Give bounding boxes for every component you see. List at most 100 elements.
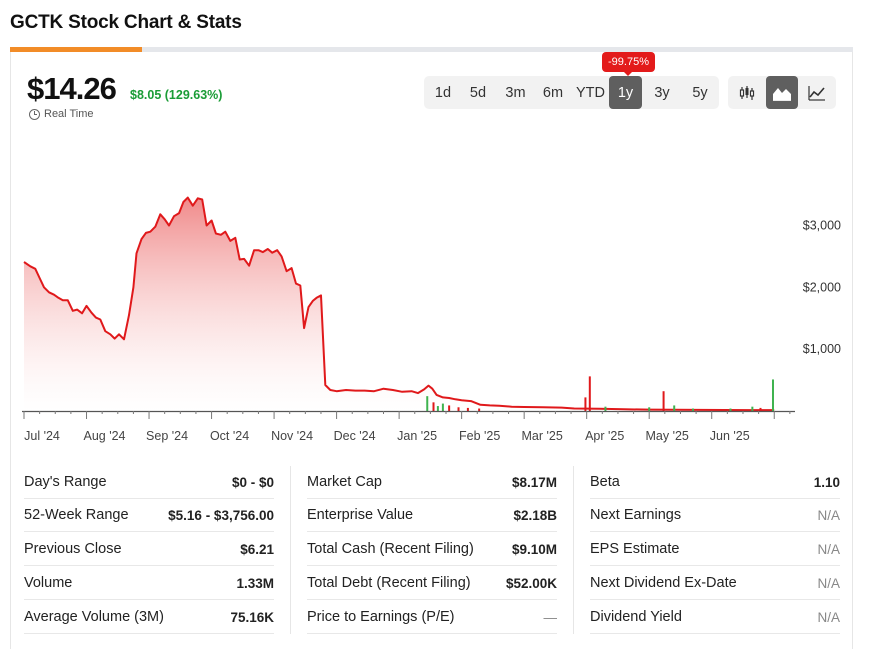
volume-bar xyxy=(691,408,694,411)
stat-label: Dividend Yield xyxy=(590,609,682,625)
stat-row: Beta 1.10 xyxy=(590,466,840,499)
y-tick-label: $3,000 xyxy=(803,218,841,232)
volume-bar xyxy=(478,408,481,411)
candlestick-chart-button[interactable] xyxy=(731,76,763,109)
current-price: $14.26 xyxy=(27,71,117,106)
range-change-badge: -99.75% xyxy=(602,52,655,76)
x-tick-label: Jan '25 xyxy=(397,429,437,443)
stat-row: 52-Week Range $5.16 - $3,756.00 xyxy=(24,499,274,532)
stat-value: $52.00K xyxy=(505,575,557,591)
x-tick-label: May '25 xyxy=(646,429,689,443)
stat-value: $2.18B xyxy=(513,507,557,523)
stat-label: Market Cap xyxy=(307,474,382,490)
stat-row: Next Earnings N/A xyxy=(590,499,840,532)
volume-bar xyxy=(751,406,754,411)
title-underline-accent xyxy=(10,47,142,52)
volume-bar xyxy=(759,407,762,411)
stat-label: Enterprise Value xyxy=(307,507,414,523)
price-chart[interactable]: Jul '24 Aug '24 Sep '24 Oct '24 Nov '24 Dec '… xyxy=(0,0,872,460)
volume-bar xyxy=(771,379,774,411)
x-tick-label: Oct '24 xyxy=(210,429,249,443)
line-chart-button[interactable] xyxy=(801,76,833,109)
stat-label: 52-Week Range xyxy=(24,507,129,523)
stat-row: Previous Close $6.21 xyxy=(24,533,274,566)
stat-row: Price to Earnings (P/E) — xyxy=(307,601,557,634)
x-tick-label: Dec '24 xyxy=(334,429,376,443)
x-tick-label: Apr '25 xyxy=(585,429,624,443)
y-tick-label: $2,000 xyxy=(803,280,841,294)
stat-value: $8.17M xyxy=(511,474,557,490)
candlestick-chart-icon xyxy=(740,85,755,100)
chart-type-selector xyxy=(728,76,836,109)
range-3m-button[interactable]: 3m xyxy=(505,84,526,101)
volume-bar xyxy=(426,396,429,411)
range-5y-button[interactable]: 5y xyxy=(692,84,708,101)
area-chart-icon xyxy=(772,87,791,101)
stat-value: 1.10 xyxy=(813,474,840,490)
realtime-label: Real Time xyxy=(44,108,94,120)
volume-bar xyxy=(432,402,435,411)
range-ytd-button[interactable]: YTD xyxy=(576,84,605,101)
stat-value: N/A xyxy=(817,507,840,523)
stat-row: Next Dividend Ex-Date N/A xyxy=(590,567,840,600)
stat-value: $0 - $0 xyxy=(231,474,274,490)
stat-label: EPS Estimate xyxy=(590,541,680,557)
stat-value: $6.21 xyxy=(240,541,274,557)
stat-value: $5.16 - $3,756.00 xyxy=(168,507,274,523)
range-1y-button[interactable]: 1y xyxy=(609,76,642,109)
range-1d-button[interactable]: 1d xyxy=(434,84,452,101)
area-chart-button[interactable] xyxy=(765,76,798,109)
range-6m-button[interactable]: 6m xyxy=(542,84,564,101)
time-range-selector: 1d 5d 3m 6m YTD 1y 3y 5y xyxy=(424,76,719,109)
y-tick-label: $1,000 xyxy=(803,342,841,356)
stat-row: Total Cash (Recent Filing) $9.10M xyxy=(307,533,557,566)
stat-label: Price to Earnings (P/E) xyxy=(307,609,455,625)
stat-row: Market Cap $8.17M xyxy=(307,466,557,499)
stat-label: Next Earnings xyxy=(590,507,682,523)
range-3y-button[interactable]: 3y xyxy=(654,84,670,101)
stat-label: Volume xyxy=(24,575,73,591)
clock-icon xyxy=(29,108,40,120)
column-divider xyxy=(290,466,291,634)
stat-label: Total Debt (Recent Filing) xyxy=(307,575,471,591)
price-change: $8.05 (129.63%) xyxy=(130,88,223,102)
volume-bar xyxy=(448,405,451,411)
stat-value: 75.16K xyxy=(230,609,274,625)
stat-row: Volume 1.33M xyxy=(24,567,274,600)
stat-label: Previous Close xyxy=(24,541,122,557)
x-tick-label: Mar '25 xyxy=(522,429,563,443)
volume-bar xyxy=(662,391,665,411)
x-tick-label: Jun '25 xyxy=(710,429,750,443)
volume-bar xyxy=(466,407,469,411)
column-divider xyxy=(573,466,574,634)
volume-bar xyxy=(673,405,676,411)
stat-label: Total Cash (Recent Filing) xyxy=(307,541,474,557)
x-tick-label: Jul '24 xyxy=(24,429,60,443)
stat-value: — xyxy=(543,609,558,625)
range-5d-button[interactable]: 5d xyxy=(469,84,487,101)
stat-row: Average Volume (3M) 75.16K xyxy=(24,601,274,634)
realtime-indicator: Real Time xyxy=(29,108,94,120)
stat-value: N/A xyxy=(817,575,840,591)
volume-bar xyxy=(436,406,439,411)
price-line xyxy=(23,196,775,412)
stat-value: N/A xyxy=(817,609,840,625)
stat-label: Next Dividend Ex-Date xyxy=(590,575,737,591)
x-tick-label: Nov '24 xyxy=(271,429,313,443)
volume-bar xyxy=(441,403,444,411)
stat-row: Total Debt (Recent Filing) $52.00K xyxy=(307,567,557,600)
x-tick-label: Feb '25 xyxy=(459,429,500,443)
volume-bar xyxy=(457,407,460,411)
stat-row: EPS Estimate N/A xyxy=(590,533,840,566)
volume-bar xyxy=(588,376,591,411)
x-tick-label: Sep '24 xyxy=(146,429,188,443)
volume-bar xyxy=(604,406,607,411)
stat-value: N/A xyxy=(817,541,840,557)
volume-bar xyxy=(584,397,587,411)
stat-value: $9.10M xyxy=(511,541,557,557)
x-tick-label: Aug '24 xyxy=(84,429,126,443)
stat-row: Dividend Yield N/A xyxy=(590,601,840,634)
price-area-fill xyxy=(24,197,775,411)
volume-bar xyxy=(648,407,651,411)
line-chart-icon xyxy=(808,85,825,101)
